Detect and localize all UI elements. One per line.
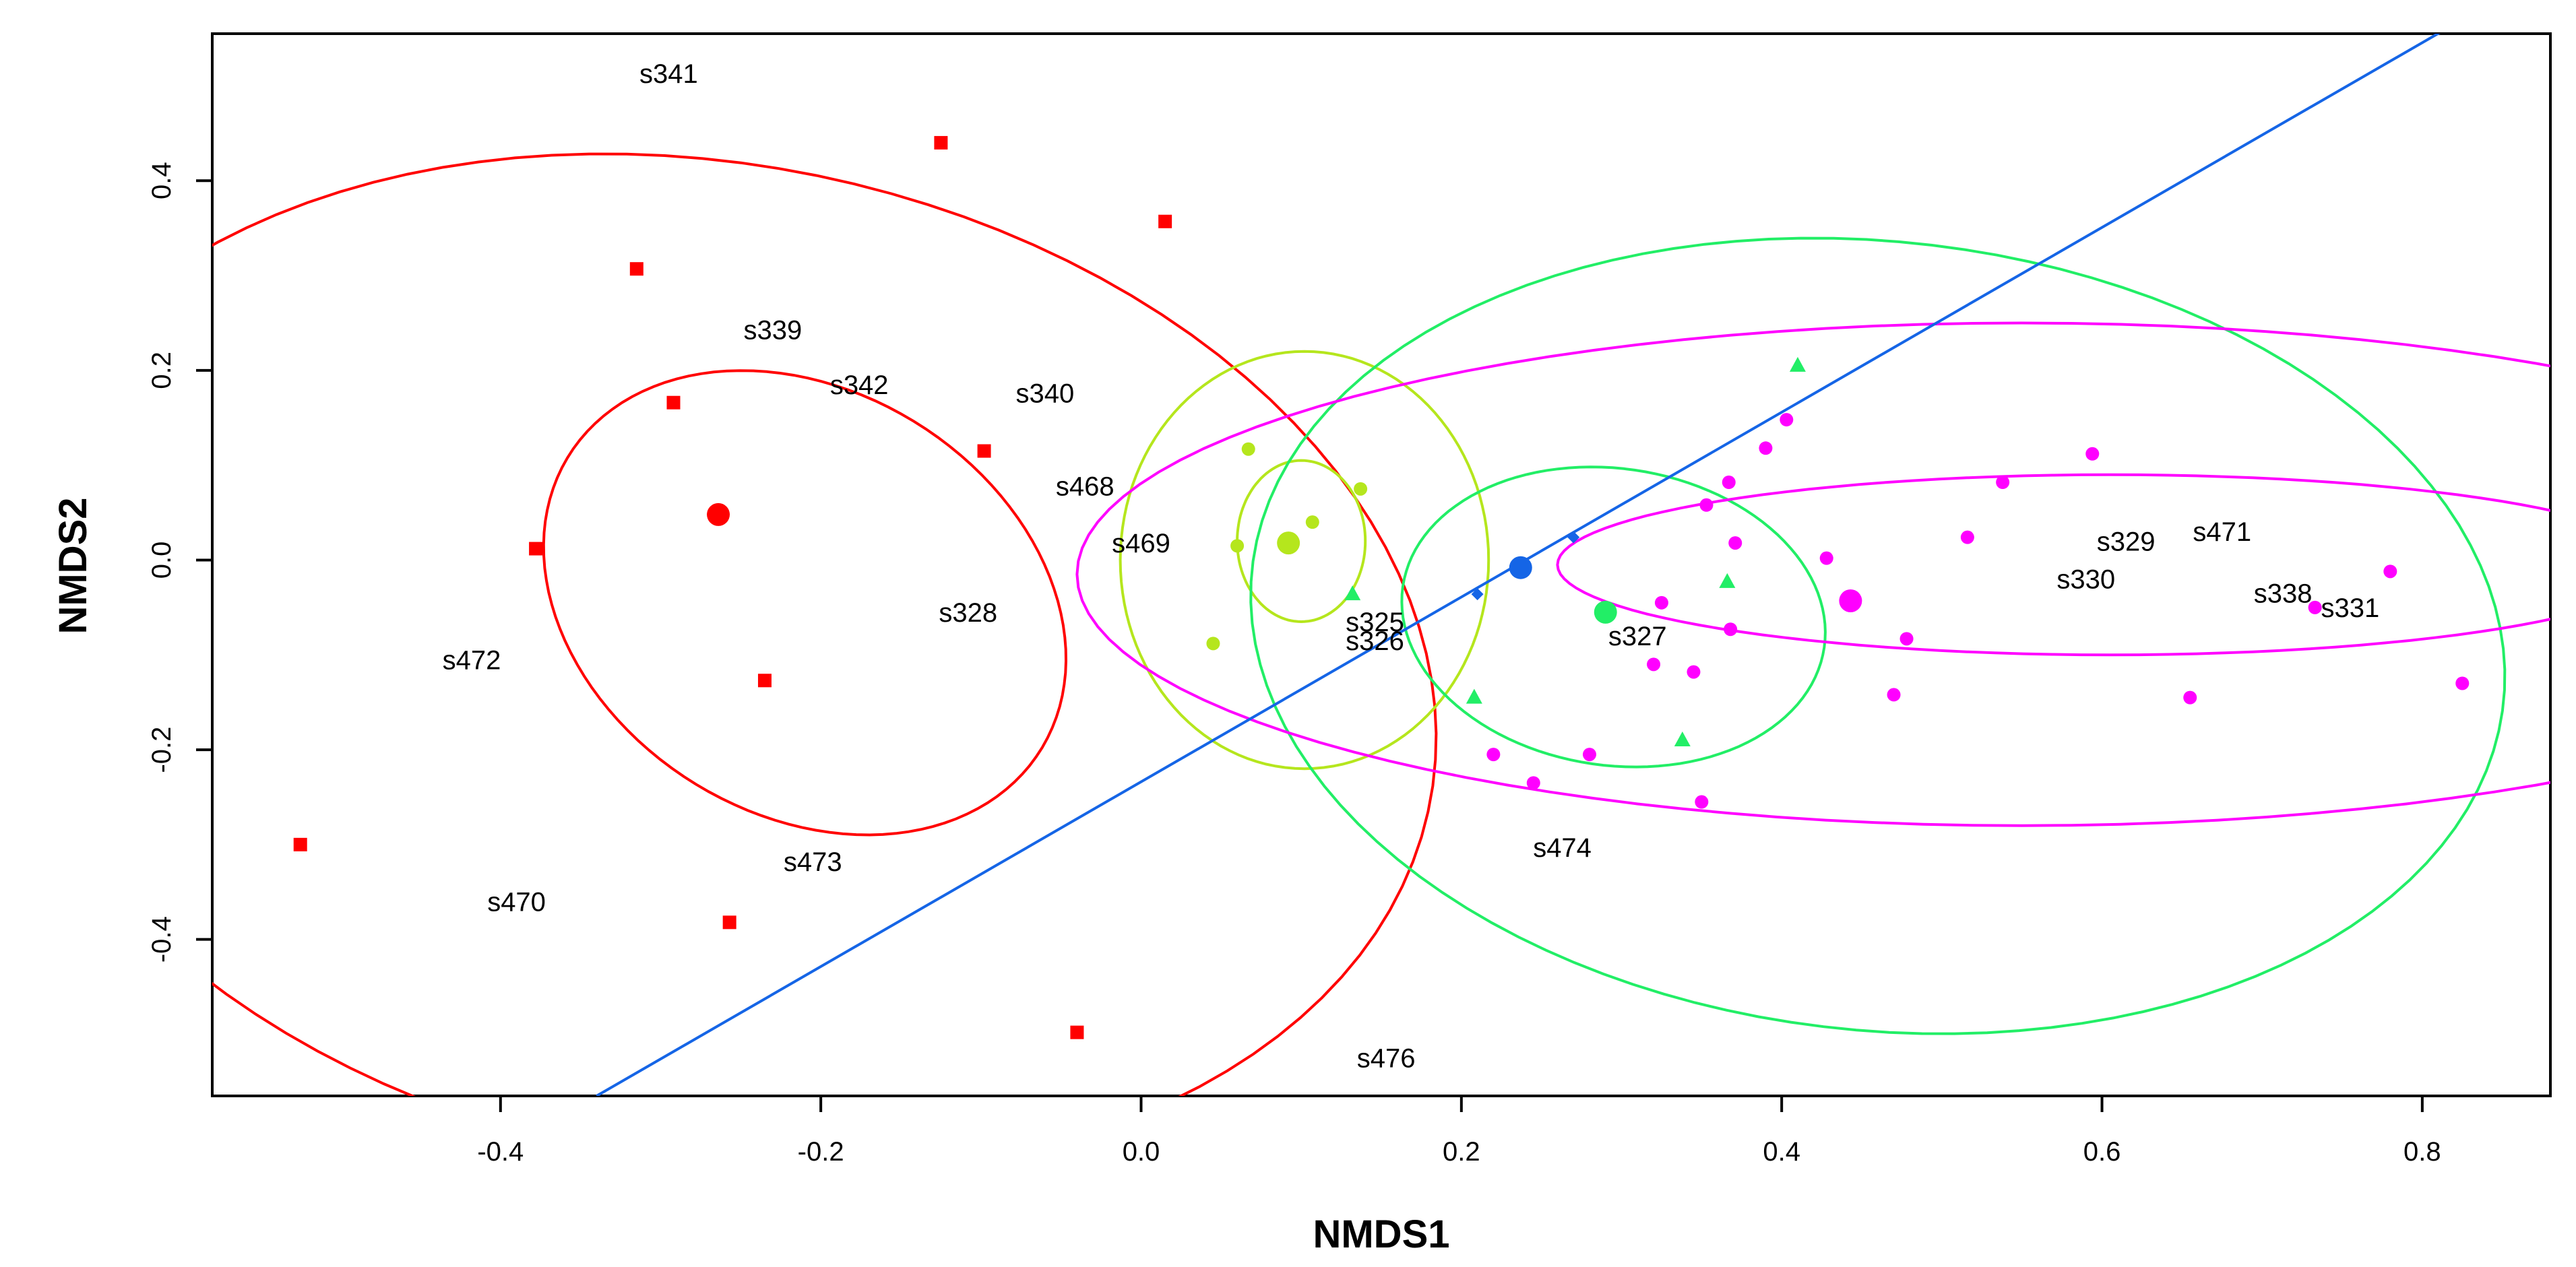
red-point-6 xyxy=(529,542,543,556)
yellow-green-point-2 xyxy=(1354,482,1368,496)
sample-label-s338: s338 xyxy=(2254,579,2313,609)
points-layer xyxy=(293,135,2470,1039)
sample-label-s472: s472 xyxy=(443,645,501,675)
magenta-point-23 xyxy=(1695,795,1709,809)
magenta-point-13 xyxy=(1647,657,1661,672)
green-point-1 xyxy=(1789,356,1806,372)
green-centroid xyxy=(1594,600,1617,624)
magenta-point-3 xyxy=(2085,447,2100,461)
sample-labels-layer: s341 s339 s342 s340 s468 s469 s328 s472 s470 s473… xyxy=(443,59,2380,1074)
magenta-point-18 xyxy=(2383,564,2397,579)
red-point-3 xyxy=(629,262,643,276)
red-point-5 xyxy=(977,444,991,458)
magenta-point-6 xyxy=(1699,498,1714,512)
y-tick-label-2: 0.0 xyxy=(147,542,177,579)
y-tick-label-0: -0.4 xyxy=(147,916,177,963)
sample-label-s341: s341 xyxy=(639,59,698,89)
magenta-point-15 xyxy=(1887,688,1901,702)
green-point-2 xyxy=(1719,573,1736,588)
red-ellipse-1 xyxy=(542,369,1068,837)
red-point-9 xyxy=(722,915,736,930)
sample-label-s329: s329 xyxy=(2097,527,2156,556)
red-point-2 xyxy=(1158,214,1172,228)
x-tick-label-0: -0.4 xyxy=(477,1137,524,1167)
yellow-green-point-3 xyxy=(1305,515,1319,529)
sample-label-s340: s340 xyxy=(1016,379,1075,409)
sample-label-s326: s326 xyxy=(1346,626,1404,656)
y-tick-label-1: -0.2 xyxy=(147,727,177,773)
sample-label-s474: s474 xyxy=(1533,833,1592,863)
yellow-green-point-5 xyxy=(1206,637,1220,651)
magenta-point-20 xyxy=(1486,748,1501,762)
sample-label-s339: s339 xyxy=(743,315,802,345)
axes-layer: -0.4 -0.2 0.0 0.2 0.4 0.6 0.8 -0.4 -0.2 0.0 0.2 0.4 xyxy=(147,162,2441,1167)
magenta-ellipse-1 xyxy=(1556,473,2550,657)
red-point-1 xyxy=(934,135,948,150)
yellow-green-point-1 xyxy=(1241,442,1255,456)
sample-label-s471: s471 xyxy=(2193,517,2251,547)
red-point-8 xyxy=(293,837,307,851)
yellow-green-point-4 xyxy=(1230,539,1245,553)
red-ellipse-2 xyxy=(212,152,1438,1096)
magenta-point-22 xyxy=(1526,776,1540,790)
y-tick-label-4: 0.4 xyxy=(147,162,177,199)
green-point-5 xyxy=(1674,731,1691,746)
sample-label-s476: s476 xyxy=(1357,1044,1416,1074)
sample-label-s331: s331 xyxy=(2321,593,2380,623)
magenta-point-4 xyxy=(1722,476,1736,490)
y-axis-title: NMDS2 xyxy=(51,497,95,634)
sample-label-s325: s325 xyxy=(1346,608,1404,637)
blue-point-2 xyxy=(1471,588,1484,601)
magenta-point-14 xyxy=(1687,665,1701,679)
sample-label-s469: s469 xyxy=(1112,529,1170,558)
sample-label-s468: s468 xyxy=(1056,472,1114,502)
x-tick-label-3: 0.2 xyxy=(1443,1137,1480,1167)
yellow-green-centroid xyxy=(1277,531,1300,555)
red-point-4 xyxy=(666,395,681,410)
green-point-3 xyxy=(1344,585,1361,601)
magenta-point-9 xyxy=(1819,551,1833,565)
magenta-point-17 xyxy=(2455,676,2470,690)
x-tick-label-2: 0.0 xyxy=(1123,1137,1160,1167)
green-point-4 xyxy=(1466,688,1482,704)
magenta-point-11 xyxy=(1724,622,1738,637)
red-point-10 xyxy=(1070,1025,1084,1039)
sample-label-s330: s330 xyxy=(2056,565,2115,595)
magenta-point-19 xyxy=(2308,600,2322,614)
x-axis-title: NMDS1 xyxy=(1313,1212,1449,1256)
green-ellipse-1 xyxy=(1400,465,1827,769)
x-tick-label-6: 0.8 xyxy=(2404,1137,2441,1167)
x-tick-label-5: 0.6 xyxy=(2083,1137,2121,1167)
plot-frame xyxy=(211,32,2552,1097)
magenta-point-16 xyxy=(2183,690,2197,705)
x-tick-label-4: 0.4 xyxy=(1763,1137,1800,1167)
magenta-point-5 xyxy=(1996,476,2010,490)
ellipses-layer xyxy=(212,152,2550,1096)
y-tick-label-3: 0.2 xyxy=(147,352,177,389)
red-centroid xyxy=(707,502,730,526)
magenta-point-10 xyxy=(1654,595,1668,610)
sample-label-s328: s328 xyxy=(939,598,997,628)
sample-label-s470: s470 xyxy=(487,887,546,917)
sample-label-s342: s342 xyxy=(830,370,889,400)
x-tick-label-1: -0.2 xyxy=(798,1137,844,1167)
sample-label-s327: s327 xyxy=(1608,622,1667,651)
red-point-7 xyxy=(757,674,772,688)
blue-point-1 xyxy=(1567,531,1580,544)
magenta-ellipse-2 xyxy=(1075,321,2550,827)
blue-centroid xyxy=(1509,556,1532,579)
green-ellipse-2 xyxy=(1249,236,2507,1035)
magenta-point-8 xyxy=(1728,536,1742,550)
yellow-green-ellipse-2 xyxy=(1119,350,1490,771)
magenta-point-21 xyxy=(1582,748,1596,762)
magenta-point-1 xyxy=(1780,413,1794,427)
magenta-point-7 xyxy=(1960,530,1974,544)
magenta-point-12 xyxy=(1899,632,1914,646)
magenta-point-2 xyxy=(1759,441,1773,455)
sample-label-s473: s473 xyxy=(784,847,842,877)
magenta-centroid xyxy=(1839,589,1862,613)
